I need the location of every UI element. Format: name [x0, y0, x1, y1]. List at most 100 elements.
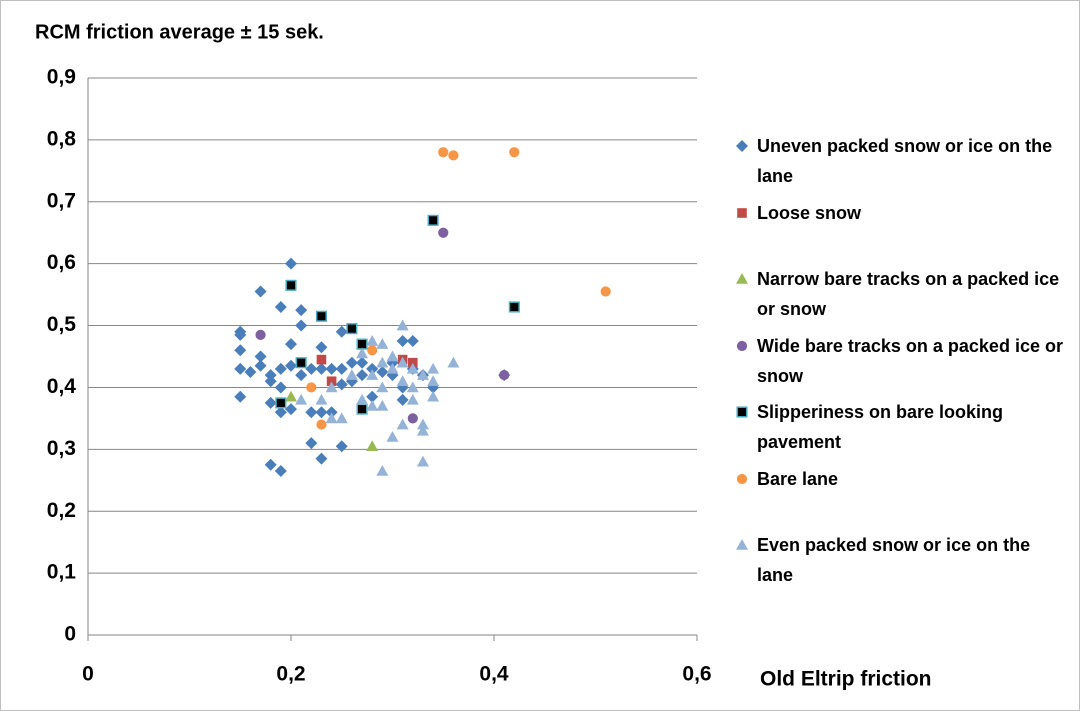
y-tick-label: 0,6	[47, 251, 76, 274]
y-tick-label: 0,9	[47, 66, 76, 89]
point	[396, 319, 409, 331]
legend-label: Uneven packed snow or ice on the lane	[757, 136, 1053, 186]
point	[376, 338, 389, 349]
point	[447, 356, 460, 368]
point	[295, 369, 308, 382]
legend-marker	[736, 340, 748, 351]
point	[335, 440, 348, 453]
legend-marker	[736, 406, 748, 418]
legend-marker	[737, 207, 747, 218]
point	[254, 350, 267, 363]
legend-marker	[736, 140, 748, 152]
point	[396, 375, 409, 387]
point	[274, 300, 287, 313]
point	[396, 335, 409, 348]
point	[356, 347, 369, 359]
legend-label: Slipperiness on bare looking pavement	[757, 402, 1004, 452]
point	[736, 406, 748, 418]
point	[427, 390, 440, 402]
point	[305, 362, 318, 375]
point	[274, 381, 287, 394]
point	[367, 345, 378, 356]
point	[356, 393, 369, 405]
point	[234, 390, 247, 403]
legend-label: Wide bare tracks on a packed ice or snow	[757, 335, 1063, 386]
point	[736, 340, 748, 351]
point	[316, 354, 327, 365]
point	[274, 362, 287, 375]
point	[396, 356, 409, 368]
point	[366, 440, 379, 452]
legend-label: Loose snow	[757, 202, 862, 223]
point	[305, 437, 318, 450]
y-tick-label: 0,3	[47, 437, 76, 460]
legend-entry: Narrow bare tracks on a packed ice or sn…	[735, 264, 1070, 331]
y-tick-label: 0,8	[47, 127, 77, 150]
x-tick-label: 0,2	[276, 663, 305, 686]
point	[285, 338, 297, 351]
point	[255, 329, 266, 340]
point	[244, 365, 257, 378]
point	[326, 376, 337, 387]
point	[325, 362, 338, 375]
point	[325, 406, 338, 419]
point	[285, 279, 297, 291]
point	[736, 539, 748, 550]
point	[366, 390, 379, 403]
y-tick-label: 0,5	[47, 313, 77, 336]
point	[408, 357, 418, 368]
point	[438, 147, 449, 158]
point	[335, 378, 348, 391]
point	[737, 207, 747, 218]
point	[356, 369, 369, 382]
point	[406, 393, 419, 405]
point	[295, 393, 308, 405]
point	[316, 419, 327, 430]
chart-title: RCM friction average ± 15 sek.	[35, 21, 324, 43]
point	[386, 362, 399, 374]
point	[264, 375, 277, 388]
point	[335, 412, 348, 424]
point	[376, 365, 389, 378]
point	[508, 301, 520, 313]
point	[366, 369, 379, 380]
point	[315, 362, 328, 375]
legend-entry: Loose snow	[735, 198, 1070, 265]
point	[427, 375, 440, 387]
point	[427, 214, 439, 226]
point	[234, 362, 247, 375]
point	[285, 257, 297, 270]
point	[315, 393, 328, 405]
x-tick-label: 0,4	[479, 663, 509, 686]
x-axis-label: Old Eltrip friction	[760, 668, 932, 691]
point	[376, 356, 389, 368]
point	[509, 147, 520, 158]
point	[315, 310, 327, 322]
y-tick-label: 0,2	[47, 499, 76, 522]
point	[264, 369, 277, 382]
legend-entry: Even packed snow or ice on the lane	[735, 530, 1070, 597]
legend-marker	[736, 473, 748, 484]
legend-marker	[736, 273, 748, 284]
legend-marker	[736, 539, 748, 550]
point	[366, 335, 379, 346]
point	[305, 406, 318, 419]
point	[416, 455, 429, 467]
point	[376, 400, 389, 411]
point	[274, 406, 287, 419]
legend-entry: Slipperiness on bare looking pavement	[735, 397, 1070, 464]
point	[356, 356, 369, 369]
point	[335, 325, 348, 338]
point	[264, 396, 277, 409]
point	[366, 400, 379, 411]
point	[736, 140, 748, 152]
point	[234, 344, 247, 357]
point	[285, 359, 297, 372]
legend-label: Bare lane	[757, 468, 839, 489]
point	[315, 341, 328, 354]
point	[285, 390, 297, 402]
point	[376, 381, 389, 393]
